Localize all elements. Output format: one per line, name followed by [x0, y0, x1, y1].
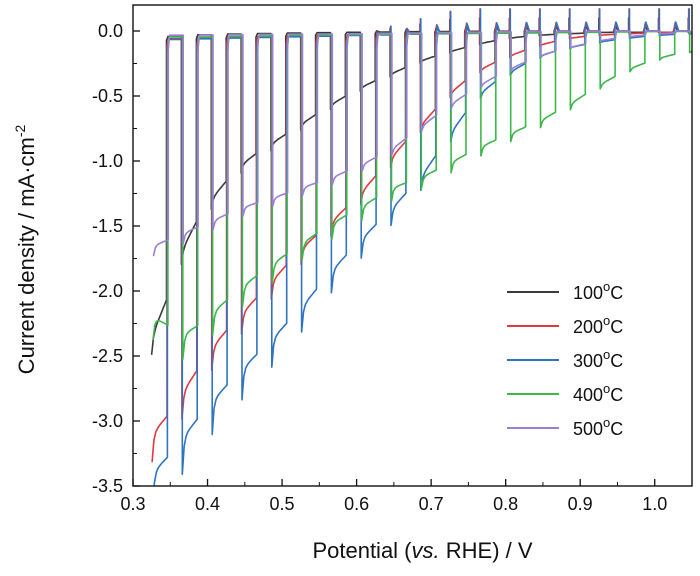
y-axis: 0.0 -0.5 -1.0 -1.5 -2.0 -2.5 -3.0 -3.5 — [92, 21, 140, 496]
series-line-400 — [152, 30, 692, 361]
series-line-100 — [150, 17, 692, 355]
legend-label: 500oC — [573, 415, 623, 439]
legend-label: 400oC — [573, 381, 623, 405]
y-tick-label: -3.5 — [92, 476, 123, 496]
series-line-500 — [152, 30, 692, 257]
plot-frame — [132, 4, 693, 487]
legend-label: 200oC — [573, 313, 623, 337]
x-tick-label: 0.8 — [493, 494, 518, 514]
y-tick-label: -2.5 — [92, 346, 123, 366]
series-layer — [150, 8, 692, 486]
x-tick-label: 0.9 — [568, 494, 593, 514]
x-tick-label: 0.6 — [344, 494, 369, 514]
y-axis-title: Current density / mA·cm-2 — [12, 124, 39, 374]
x-axis-title: Potential (vs. RHE) / V — [312, 538, 532, 563]
legend-label: 100oC — [573, 279, 623, 303]
y-tick-label: -3.0 — [92, 411, 123, 431]
y-tick-label: 0.0 — [98, 21, 123, 41]
y-tick-label: -0.5 — [92, 86, 123, 106]
y-tick-label: -2.0 — [92, 281, 123, 301]
legend: 100oC 200oC 300oC 400oC 500oC — [507, 279, 623, 439]
x-tick-label: 0.4 — [195, 494, 220, 514]
y-tick-label: -1.5 — [92, 216, 123, 236]
x-tick-label: 0.3 — [120, 494, 145, 514]
legend-label: 300oC — [573, 347, 623, 371]
y-tick-label: -1.0 — [92, 151, 123, 171]
x-tick-label: 0.7 — [419, 494, 444, 514]
x-tick-label: 1.0 — [642, 494, 667, 514]
x-tick-label: 0.5 — [270, 494, 295, 514]
x-axis: 0.3 0.4 0.5 0.6 0.7 0.8 0.9 1.0 — [120, 479, 693, 514]
